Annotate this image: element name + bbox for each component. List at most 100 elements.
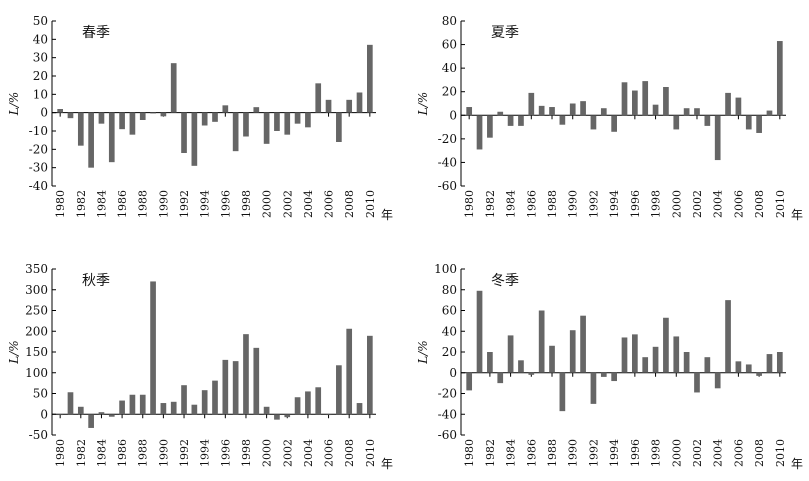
spring-x-tick-label: 1998 bbox=[240, 190, 253, 218]
spring-bar bbox=[201, 112, 208, 126]
summer-bar bbox=[507, 115, 514, 126]
autumn-x-tick-label: 2010 bbox=[364, 439, 377, 467]
autumn-bar bbox=[57, 414, 63, 416]
summer-bar bbox=[580, 101, 586, 116]
winter-bar bbox=[569, 330, 576, 373]
spring-bar bbox=[108, 112, 115, 163]
summer-x-tick-label: 2006 bbox=[732, 190, 745, 218]
spring-x-tick-label: 1982 bbox=[75, 190, 88, 218]
summer-bar bbox=[714, 115, 721, 161]
summer-bar bbox=[569, 103, 576, 116]
winter-bar bbox=[735, 361, 742, 373]
winter-x-tick-label: 1984 bbox=[505, 439, 518, 467]
spring-bar bbox=[294, 112, 301, 124]
autumn-x-tick-label: 1988 bbox=[137, 439, 150, 467]
autumn-y-tick-label: 350 bbox=[25, 262, 48, 276]
spring-bar bbox=[274, 112, 280, 131]
winter-bar bbox=[487, 352, 493, 373]
winter-bar bbox=[694, 372, 700, 393]
winter-bar bbox=[559, 372, 566, 412]
autumn-x-tick-label: 1990 bbox=[157, 439, 170, 467]
winter-x-tick-label: 1990 bbox=[567, 439, 580, 467]
winter-bar bbox=[518, 360, 524, 373]
summer-bar bbox=[652, 104, 659, 116]
autumn-x-tick-label: 1982 bbox=[75, 439, 88, 467]
winter-bar bbox=[476, 290, 483, 373]
summer-bar bbox=[611, 115, 617, 132]
spring-x-tick-label: 1994 bbox=[199, 190, 212, 218]
spring-x-tick-label: 1992 bbox=[178, 190, 191, 218]
summer-x-tick-label: 2002 bbox=[691, 190, 704, 218]
summer-bar bbox=[756, 115, 762, 133]
spring-bar bbox=[263, 112, 270, 144]
spring-bar bbox=[119, 112, 125, 130]
winter-y-tick-label: -20 bbox=[438, 387, 457, 401]
spring-bar bbox=[129, 112, 136, 135]
autumn-x-tick-label: 1984 bbox=[95, 439, 108, 467]
winter-x-axis-unit: 年 bbox=[791, 457, 803, 471]
winter-x-tick-label: 1992 bbox=[587, 439, 600, 467]
summer-x-tick-label: 1984 bbox=[505, 190, 518, 218]
winter-bar bbox=[466, 372, 473, 391]
autumn-bar bbox=[284, 414, 291, 418]
winter-bar bbox=[497, 372, 504, 384]
winter-x-tick-label: 1982 bbox=[484, 439, 497, 467]
summer-x-tick-label: 1988 bbox=[546, 190, 559, 218]
autumn-bar bbox=[253, 347, 260, 415]
spring-x-tick-label: 2006 bbox=[323, 190, 336, 218]
summer-y-tick-label: -20 bbox=[438, 132, 457, 146]
spring-x-tick-label: 1980 bbox=[54, 190, 67, 218]
autumn-y-tick-label: 150 bbox=[25, 345, 48, 359]
spring-y-tick-label: 0 bbox=[40, 106, 48, 120]
summer-bar bbox=[673, 115, 680, 130]
spring-x-tick-label: 2010 bbox=[364, 190, 377, 218]
summer-bar bbox=[528, 92, 535, 116]
autumn-bar bbox=[201, 390, 208, 415]
autumn-y-axis-label: L/% bbox=[7, 340, 21, 364]
summer-x-tick-label: 2004 bbox=[712, 190, 725, 218]
spring-x-tick-label: 2008 bbox=[343, 190, 356, 218]
spring-bar bbox=[170, 63, 177, 113]
spring-bar bbox=[336, 112, 342, 142]
winter-bar bbox=[621, 337, 628, 373]
autumn-bar bbox=[150, 281, 156, 415]
spring-x-tick-label: 1996 bbox=[219, 190, 232, 218]
summer-bar bbox=[735, 97, 742, 116]
winter-y-tick-label: 100 bbox=[434, 262, 457, 276]
autumn-bar bbox=[294, 397, 301, 415]
summer-x-tick-label: 2008 bbox=[753, 190, 766, 218]
winter-x-tick-label: 2006 bbox=[732, 439, 745, 467]
winter-x-tick-label: 2000 bbox=[670, 439, 683, 467]
autumn-bar bbox=[88, 414, 94, 428]
summer-x-tick-label: 1994 bbox=[608, 190, 621, 218]
winter-x-tick-label: 2002 bbox=[691, 439, 704, 467]
winter-x-tick-label: 2010 bbox=[774, 439, 787, 467]
summer-x-tick-label: 1992 bbox=[587, 190, 600, 218]
spring-x-tick-label: 2004 bbox=[302, 190, 315, 218]
winter-season-title: 冬季 bbox=[491, 273, 519, 289]
winter-bar bbox=[745, 364, 752, 373]
summer-bar bbox=[476, 115, 483, 150]
summer-x-tick-label: 1998 bbox=[650, 190, 663, 218]
summer-y-tick-label: -40 bbox=[438, 155, 457, 169]
winter-bar bbox=[642, 357, 649, 373]
autumn-x-tick-label: 2002 bbox=[281, 439, 294, 467]
spring-x-tick-label: 1990 bbox=[157, 190, 170, 218]
winter-x-tick-label: 1988 bbox=[546, 439, 559, 467]
summer-bar bbox=[518, 115, 524, 126]
autumn-x-tick-label: 1980 bbox=[54, 439, 67, 467]
autumn-bar bbox=[139, 394, 146, 415]
summer-y-tick-label: 0 bbox=[449, 108, 457, 122]
spring-x-tick-label: 1984 bbox=[95, 190, 108, 218]
summer-x-axis-unit: 年 bbox=[791, 208, 803, 222]
autumn-bar bbox=[119, 400, 125, 415]
spring-bar bbox=[315, 83, 322, 113]
summer-bar bbox=[632, 90, 638, 116]
spring-y-tick-label: -10 bbox=[29, 124, 48, 138]
summer-x-tick-label: 1986 bbox=[525, 190, 538, 218]
summer-x-tick-label: 1996 bbox=[629, 190, 642, 218]
winter-bar bbox=[652, 346, 659, 373]
spring-x-tick-label: 1986 bbox=[116, 190, 129, 218]
summer-x-tick-label: 2010 bbox=[774, 190, 787, 218]
summer-bar bbox=[559, 115, 566, 125]
